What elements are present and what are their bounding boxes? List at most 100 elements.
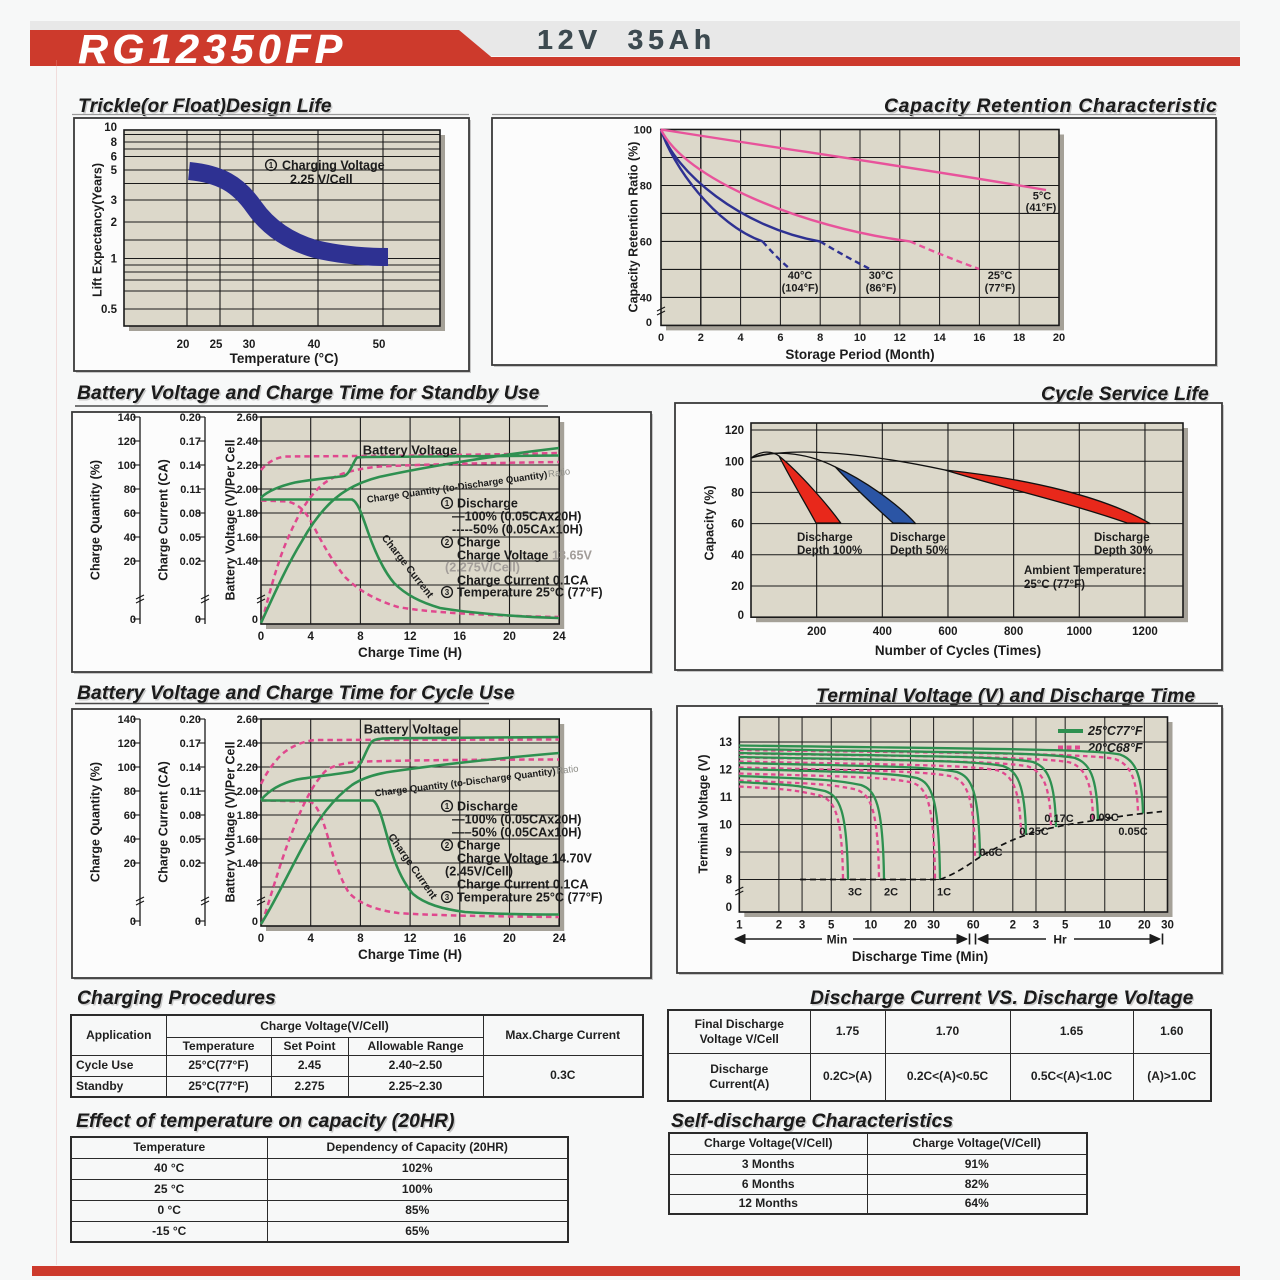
svg-text:0.20: 0.20 — [180, 412, 201, 424]
svg-text:10: 10 — [864, 920, 877, 932]
svg-text:2: 2 — [698, 332, 704, 344]
svg-text:Charge Current 0.1CA: Charge Current 0.1CA — [457, 574, 589, 588]
svg-text:2.25 V/Cell: 2.25 V/Cell — [290, 173, 353, 187]
svg-text:(2.45V/Cell): (2.45V/Cell) — [445, 865, 513, 879]
svg-text:0.02: 0.02 — [180, 556, 201, 568]
svg-text:Charge Quantity (%): Charge Quantity (%) — [89, 762, 103, 882]
svg-text:Depth 50%: Depth 50% — [890, 545, 949, 557]
svg-text:0.6C: 0.6C — [979, 847, 1002, 859]
svg-text:0.11: 0.11 — [180, 484, 201, 496]
svg-text:8: 8 — [357, 933, 364, 945]
svg-text:50: 50 — [373, 339, 386, 351]
svg-text:40: 40 — [640, 292, 652, 304]
svg-text:0.11: 0.11 — [180, 786, 201, 798]
svg-text:120: 120 — [118, 738, 136, 750]
svg-text:25°C (77°F): 25°C (77°F) — [1024, 579, 1085, 591]
svg-text:0.25C: 0.25C — [1019, 826, 1048, 838]
svg-text:2.40: 2.40 — [237, 436, 258, 448]
svg-text:1: 1 — [445, 499, 450, 508]
svg-text:30: 30 — [1161, 920, 1174, 932]
svg-text:8: 8 — [357, 631, 364, 643]
svg-text:13: 13 — [719, 737, 732, 749]
svg-text:0: 0 — [738, 610, 744, 622]
svg-text:100: 100 — [634, 125, 652, 137]
svg-text:0: 0 — [258, 933, 264, 945]
svg-text:2.20: 2.20 — [237, 460, 258, 472]
svg-text:40: 40 — [124, 834, 136, 846]
svg-text:12: 12 — [404, 631, 417, 643]
svg-text:5: 5 — [111, 165, 118, 177]
svg-text:2C: 2C — [884, 887, 898, 899]
svg-text:120: 120 — [118, 436, 136, 448]
svg-text:1000: 1000 — [1067, 626, 1093, 638]
svg-text:4: 4 — [307, 631, 314, 643]
svg-text:0.02: 0.02 — [180, 858, 201, 870]
svg-text:60: 60 — [731, 519, 744, 531]
svg-text:20: 20 — [503, 933, 516, 945]
svg-text:18: 18 — [1013, 332, 1025, 344]
svg-text:2.00: 2.00 — [237, 786, 258, 798]
svg-text:Charge: Charge — [457, 839, 500, 853]
svg-text:(41°F): (41°F) — [1026, 202, 1057, 214]
svg-text:Discharge Time (Min): Discharge Time (Min) — [852, 949, 988, 964]
svg-text:Discharge: Discharge — [1094, 532, 1150, 544]
svg-text:1.40: 1.40 — [237, 858, 258, 870]
svg-text:20: 20 — [124, 556, 136, 568]
svg-text:6: 6 — [777, 332, 783, 344]
svg-text:10: 10 — [1098, 920, 1111, 932]
svg-text:—100% (0.05CAx20H): —100% (0.05CAx20H) — [452, 510, 582, 524]
svg-text:2.00: 2.00 — [237, 484, 258, 496]
svg-text:Lift Expectancy(Years): Lift Expectancy(Years) — [91, 163, 105, 297]
svg-text:140: 140 — [118, 714, 136, 726]
svg-text:Capacity (%): Capacity (%) — [703, 485, 717, 560]
svg-text:0: 0 — [130, 614, 136, 626]
svg-text:3: 3 — [111, 195, 117, 207]
svg-text:Discharge: Discharge — [797, 532, 853, 544]
svg-text:8: 8 — [726, 875, 733, 887]
svg-text:Charging Voltage: Charging Voltage — [282, 159, 385, 173]
svg-text:—100% (0.05CAx20H): —100% (0.05CAx20H) — [452, 813, 582, 827]
svg-text:80: 80 — [124, 484, 136, 496]
svg-text:3: 3 — [445, 893, 450, 902]
svg-text:0.05: 0.05 — [180, 532, 201, 544]
svg-text:2: 2 — [776, 920, 782, 932]
svg-text:6: 6 — [111, 152, 117, 164]
svg-text:Battery Voltage: Battery Voltage — [364, 722, 458, 737]
svg-text:16: 16 — [453, 631, 466, 643]
svg-text:(2.275V/Cell): (2.275V/Cell) — [445, 561, 520, 575]
svg-text:12: 12 — [404, 933, 417, 945]
svg-text:0.17: 0.17 — [180, 436, 201, 448]
svg-text:(104°F): (104°F) — [782, 283, 819, 295]
svg-text:0: 0 — [726, 902, 732, 914]
svg-text:Charge Current 0.1CA: Charge Current 0.1CA — [457, 878, 589, 892]
svg-text:Temperature 25°C (77°F): Temperature 25°C (77°F) — [457, 891, 603, 905]
svg-text:9: 9 — [726, 847, 732, 859]
svg-text:(77°F): (77°F) — [985, 283, 1016, 295]
svg-text:40: 40 — [124, 532, 136, 544]
svg-text:Charge Current (CA): Charge Current (CA) — [157, 459, 171, 581]
svg-text:120: 120 — [725, 425, 744, 437]
svg-text:1: 1 — [445, 802, 450, 811]
svg-text:24: 24 — [553, 933, 566, 945]
svg-text:0.09C: 0.09C — [1089, 812, 1118, 824]
svg-text:Ratio: Ratio — [556, 764, 579, 778]
svg-text:20: 20 — [731, 581, 744, 593]
svg-text:60: 60 — [124, 810, 136, 822]
svg-text:4: 4 — [307, 933, 314, 945]
svg-text:0.17C: 0.17C — [1044, 813, 1073, 825]
svg-text:Capacity Retention Ratio (%): Capacity Retention Ratio (%) — [627, 142, 641, 313]
svg-text:1: 1 — [269, 161, 274, 170]
svg-text:60: 60 — [640, 236, 652, 248]
svg-text:0: 0 — [195, 614, 201, 626]
svg-text:1: 1 — [111, 254, 118, 266]
svg-text:80: 80 — [124, 786, 136, 798]
svg-text:16: 16 — [973, 332, 985, 344]
svg-text:1200: 1200 — [1132, 626, 1158, 638]
svg-text:30: 30 — [927, 920, 940, 932]
svg-text:0: 0 — [130, 916, 136, 928]
svg-text:Ratio: Ratio — [547, 466, 571, 480]
svg-text:3: 3 — [1033, 920, 1039, 932]
svg-text:Charge: Charge — [457, 536, 500, 550]
svg-text:2.20: 2.20 — [237, 762, 258, 774]
svg-text:800: 800 — [1004, 626, 1023, 638]
